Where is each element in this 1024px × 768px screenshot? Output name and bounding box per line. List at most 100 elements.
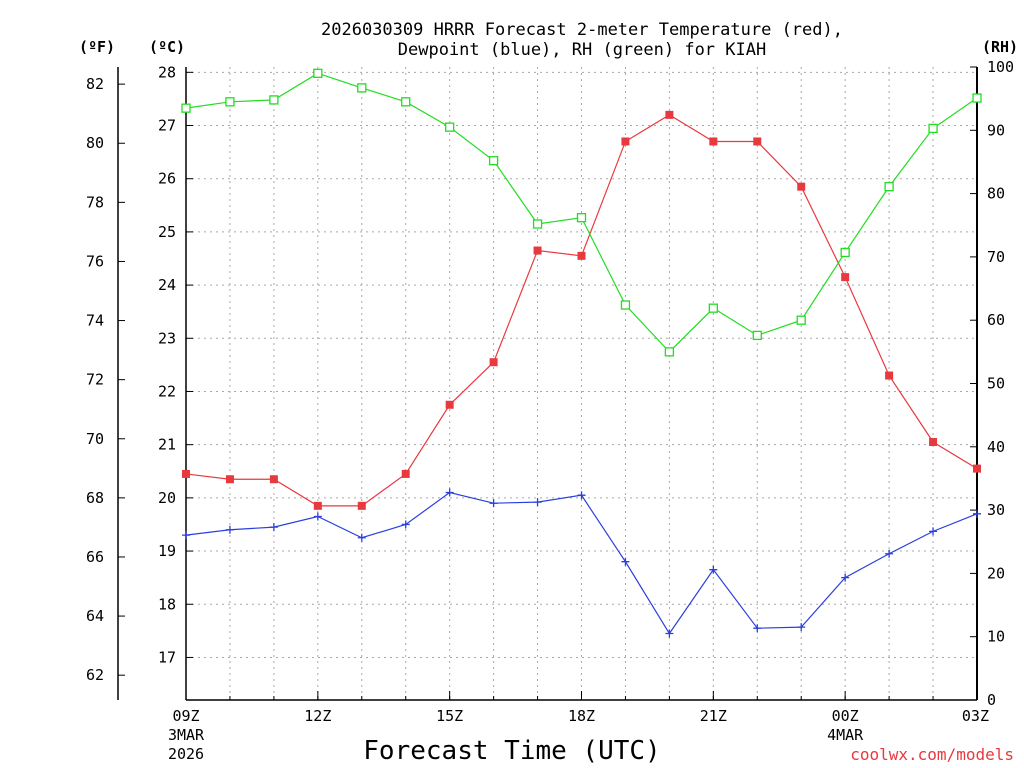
temperature-point <box>401 469 410 478</box>
dewpoint-point <box>357 533 366 542</box>
rh-tick-label: 0 <box>987 691 996 709</box>
grid-lines <box>186 67 977 700</box>
rh-tick-label: 70 <box>987 248 1005 266</box>
fahrenheit-tick-label: 68 <box>86 489 104 507</box>
x-tick-label: 09Z <box>172 707 199 725</box>
dewpoint-point <box>753 624 762 633</box>
celsius-tick-label: 19 <box>158 542 176 560</box>
rh-point <box>445 122 455 132</box>
temperature-point <box>225 475 234 484</box>
temperature-point <box>577 251 586 260</box>
rh-point <box>488 156 499 166</box>
dewpoint-point <box>577 491 586 500</box>
x-tick-date-label: 3MAR <box>168 726 205 744</box>
rh-point <box>928 123 938 134</box>
x-tick-label: 00Z <box>832 707 859 725</box>
dewpoint-point <box>841 573 850 582</box>
x-tick-label: 21Z <box>700 707 727 725</box>
chart-title-line-2: Dewpoint (blue), RH (green) for KIAH <box>398 40 766 60</box>
rh-point <box>181 103 191 113</box>
dewpoint-point <box>401 520 410 529</box>
chart-title-line-1: 2026030309 HRRR Forecast 2-meter Tempera… <box>321 20 843 40</box>
celsius-unit-label: (ºC) <box>149 38 185 56</box>
x-tick-label: 15Z <box>436 707 463 725</box>
rh-point <box>708 303 718 313</box>
rh-point <box>357 83 367 93</box>
fahrenheit-tick-label: 64 <box>86 607 104 625</box>
celsius-tick-label: 22 <box>158 382 176 400</box>
rh-point <box>269 95 279 105</box>
rh-point <box>840 247 850 258</box>
rh-point <box>576 213 587 223</box>
data-series <box>181 68 982 638</box>
x-axis-title: Forecast Time (UTC) <box>363 736 660 766</box>
temperature-point <box>357 501 366 510</box>
dewpoint-line <box>185 491 978 635</box>
temperature-point <box>445 400 454 409</box>
rh-tick-label: 30 <box>987 501 1005 519</box>
fahrenheit-tick-label: 74 <box>86 312 104 330</box>
fahrenheit-unit-label: (ºF) <box>79 38 115 56</box>
celsius-tick-label: 18 <box>158 595 176 613</box>
temperature-point <box>533 246 542 255</box>
fahrenheit-tick-label: 78 <box>86 193 104 211</box>
dewpoint-point <box>225 525 234 534</box>
rh-point <box>532 219 543 229</box>
celsius-tick-label: 27 <box>158 117 176 135</box>
rh-tick-label: 60 <box>987 311 1005 329</box>
rh-tick-label: 40 <box>987 438 1005 456</box>
celsius-tick-label: 28 <box>158 63 176 81</box>
rh-point <box>972 93 982 103</box>
temperature-point <box>621 137 630 146</box>
dewpoint-point <box>709 565 718 574</box>
temperature-point <box>797 182 806 191</box>
temperature-point <box>841 273 850 282</box>
dewpoint-point <box>269 523 278 532</box>
dewpoint-point <box>885 549 894 558</box>
rh-point <box>752 330 762 341</box>
dewpoint-point <box>797 623 806 632</box>
temperature-point <box>313 501 322 510</box>
x-tick-year-label: 2026 <box>168 745 204 763</box>
dewpoint-point <box>973 509 981 518</box>
rh-tick-label: 20 <box>987 564 1005 582</box>
fahrenheit-tick-label: 66 <box>86 548 104 566</box>
dewpoint-point <box>665 629 674 638</box>
temperature-point <box>182 469 190 478</box>
celsius-tick-label: 20 <box>158 489 176 507</box>
dewpoint-point <box>445 488 454 497</box>
temperature-point <box>665 110 674 119</box>
axes: 62 64 66 68 70 72 74 76 78 80 82 17 18 19 20 21 22 23 24 25… <box>86 58 1014 763</box>
celsius-tick-label: 24 <box>158 276 176 294</box>
rh-tick-label: 50 <box>987 375 1005 393</box>
x-tick-label: 18Z <box>568 707 595 725</box>
x-tick-label: 03Z <box>962 707 989 725</box>
x-tick-date-label: 4MAR <box>827 726 864 744</box>
rh-point <box>884 181 894 192</box>
dewpoint-point <box>929 527 938 536</box>
rh-unit-label: (RH) <box>982 38 1018 56</box>
fahrenheit-tick-label: 72 <box>86 371 104 389</box>
temperature-point <box>885 371 894 380</box>
rh-point <box>401 97 411 107</box>
source-credit: coolwx.com/models <box>850 745 1014 764</box>
celsius-tick-label: 21 <box>158 436 176 454</box>
rh-tick-label: 100 <box>987 58 1014 76</box>
dewpoint-point <box>533 498 542 507</box>
celsius-tick-label: 25 <box>158 223 176 241</box>
temperature-point <box>929 438 938 447</box>
rh-tick-label: 90 <box>987 121 1005 139</box>
celsius-tick-label: 23 <box>158 329 176 347</box>
celsius-tick-label: 17 <box>158 648 176 666</box>
dewpoint-point <box>489 499 498 508</box>
rh-point <box>225 97 235 107</box>
fahrenheit-tick-label: 82 <box>86 75 104 93</box>
temperature-point <box>973 464 981 473</box>
celsius-tick-label: 26 <box>158 170 176 188</box>
rh-tick-label: 10 <box>987 628 1005 646</box>
temperature-point <box>489 358 498 367</box>
rh-point <box>313 68 323 78</box>
dewpoint-point <box>621 557 630 566</box>
x-tick-label: 12Z <box>304 707 331 725</box>
